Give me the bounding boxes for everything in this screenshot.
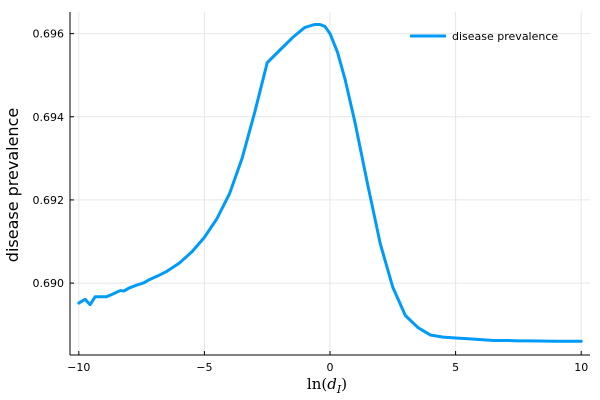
y-tick-label: 0.690 [33,277,65,290]
series [77,22,583,343]
legend-label: disease prevalence [452,30,558,43]
x-tick-label: −10 [67,361,90,374]
x-tick-label: −5 [196,361,212,374]
y-tick-label: 0.694 [33,111,65,124]
y-ticks: 0.690 0.692 0.694 0.696 [33,28,74,290]
y-axis-label: disease prevalence [3,108,22,262]
legend: disease prevalence [410,30,558,43]
x-tick-label: 0 [327,361,334,374]
x-axis-label: ln(dI) [307,375,347,396]
grid [70,12,590,355]
y-tick-label: 0.696 [33,28,65,41]
series-line-disease-prevalence [77,22,583,343]
x-tick-label: 10 [574,361,588,374]
x-tick-label: 5 [452,361,459,374]
y-tick-label: 0.692 [33,194,65,207]
x-ticks: −10 −5 0 5 10 [67,351,588,374]
